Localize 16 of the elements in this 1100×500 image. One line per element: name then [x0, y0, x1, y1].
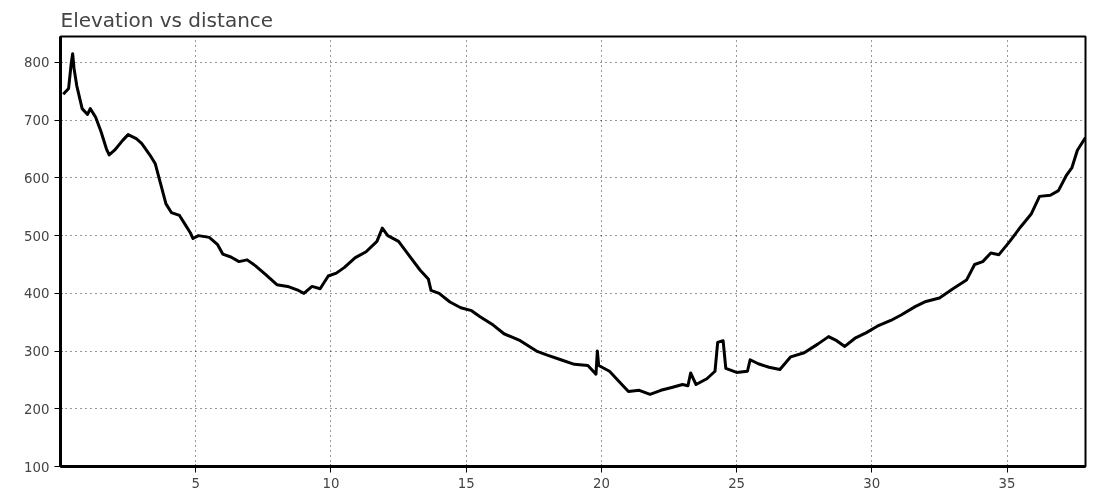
y-tick-label: 800 [24, 55, 50, 71]
x-tick-label: 30 [863, 475, 881, 491]
x-tick-label: 20 [592, 475, 610, 491]
y-tick-label: 700 [24, 113, 50, 129]
y-tick-label: 100 [24, 459, 50, 475]
chart-title: Elevation vs distance [60, 7, 274, 32]
y-tick-label: 600 [24, 170, 50, 186]
y-tick-label: 200 [24, 401, 50, 417]
y-tick-label: 300 [24, 344, 50, 360]
x-tick-label: 10 [322, 475, 340, 491]
y-tick-label: 400 [24, 286, 50, 302]
x-tick-label: 5 [191, 475, 200, 491]
x-tick-label: 15 [457, 475, 475, 491]
x-tick-label: 25 [728, 475, 746, 491]
x-tick-label: 35 [998, 475, 1016, 491]
y-tick-label: 500 [24, 228, 50, 244]
